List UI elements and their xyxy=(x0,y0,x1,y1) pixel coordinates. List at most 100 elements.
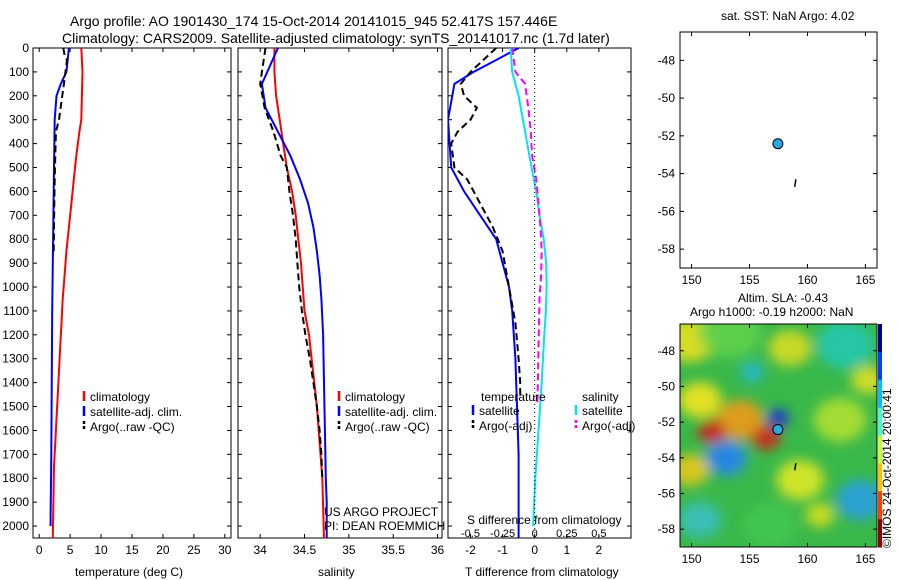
argo-position-marker xyxy=(772,138,784,150)
y-tick-label: -48 xyxy=(658,53,676,67)
x-tick-label: 1 xyxy=(563,543,570,557)
x-tick-label: 155 xyxy=(740,552,760,566)
difference-xlabel-top: S difference from climatology xyxy=(467,513,622,527)
y-tick-label: 1100 xyxy=(3,304,29,318)
plot-frame xyxy=(237,47,443,539)
sla-blob xyxy=(743,503,797,547)
x-tick-label: 25 xyxy=(187,543,201,557)
salinity-tick-label: 0.25 xyxy=(556,528,577,540)
sla-blob xyxy=(680,454,710,486)
sla-blob xyxy=(813,398,867,442)
float-track xyxy=(793,179,797,187)
header-line-1: Argo profile: AO 1901430_174 15-Oct-2014… xyxy=(70,13,557,29)
y-tick-label: 1400 xyxy=(2,376,29,390)
y-tick-label: 1600 xyxy=(2,423,29,437)
colorbar-segment xyxy=(878,351,882,381)
y-tick-label: 1900 xyxy=(2,495,29,509)
x-tick-label: 34 xyxy=(253,543,267,557)
legend-title-temperature: temperature xyxy=(481,390,546,404)
x-tick-label: 35 xyxy=(342,543,356,557)
x-tick-label: 20 xyxy=(156,543,170,557)
y-tick-label: 1700 xyxy=(2,447,29,461)
sla-blob xyxy=(836,480,877,520)
colorbar-segment xyxy=(878,491,882,520)
legend-label: satellite-adj. clim. xyxy=(345,405,437,419)
y-tick-label: -50 xyxy=(658,379,676,393)
colorbar-segment xyxy=(878,379,882,409)
x-tick-label: 35.5 xyxy=(382,543,406,557)
sst-title: sat. SST: NaN Argo: 4.02 xyxy=(721,9,855,23)
x-tick-label: 34.5 xyxy=(293,543,317,557)
sla-blob xyxy=(680,502,722,538)
legend-label: climatology xyxy=(90,390,150,404)
legend-label: climatology xyxy=(345,390,405,404)
sla-blob xyxy=(740,362,764,382)
x-tick-label: 165 xyxy=(855,273,875,287)
x-tick-label: 15 xyxy=(125,543,139,557)
y-tick-label: 1500 xyxy=(2,400,29,414)
pi-annotation: PI: DEAN ROEMMICH xyxy=(324,519,445,533)
y-tick-label: 1000 xyxy=(2,280,29,294)
y-tick-label: 1800 xyxy=(2,471,29,485)
series-line-satellite xyxy=(448,48,520,538)
legend-label: Argo(..raw -QC) xyxy=(345,420,430,434)
salinity-tick-label: 0.5 xyxy=(591,528,606,540)
legend-label: Argo(-adj) xyxy=(479,419,532,433)
y-tick-label: 100 xyxy=(9,65,29,79)
difference-xlabel: T difference from climatology xyxy=(465,565,619,579)
y-tick-label: 1300 xyxy=(2,352,29,366)
sla-blob xyxy=(697,420,727,444)
sst-position-panel: 150 155 160 165 -48 -50 -52 -54 -56 -58 xyxy=(658,31,878,287)
legend-label: Argo(-adj) xyxy=(582,419,635,433)
x-tick-label: 155 xyxy=(740,273,760,287)
plot-frame xyxy=(447,47,632,539)
y-tick-label: 900 xyxy=(9,256,29,270)
series-line-argo-adj- xyxy=(450,48,522,395)
altimetry-title-2: Argo h1000: -0.19 h2000: NaN xyxy=(690,305,853,319)
colorbar-segment xyxy=(878,463,882,492)
x-tick-label: 36 xyxy=(431,543,445,557)
x-tick-label: 30 xyxy=(218,543,232,557)
temperature-panel: 0 5 10 15 20 25 300100200300400500600700800900… xyxy=(2,41,232,557)
sla-blob xyxy=(776,460,824,500)
salinity-panel: 34 34.5 35 35.5 36 climatologysatellite-adj. … xyxy=(237,47,445,557)
x-tick-label: 0 xyxy=(531,543,538,557)
y-tick-label: 400 xyxy=(9,137,29,151)
sla-blob xyxy=(816,324,874,369)
y-tick-label: 700 xyxy=(9,208,29,222)
legend-title-salinity: salinity xyxy=(582,390,619,404)
salinity-tick-label: 0 xyxy=(532,528,538,540)
sla-blob xyxy=(767,409,789,427)
legend-label: Argo(..raw -QC) xyxy=(90,420,175,434)
x-tick-label: 150 xyxy=(682,552,702,566)
sla-blob xyxy=(680,382,722,418)
sla-heatmap xyxy=(680,324,877,547)
y-tick-label: 0 xyxy=(22,41,29,55)
series-group xyxy=(259,48,328,538)
colorbar-segment xyxy=(878,324,882,353)
altimetry-panel: 150 155 160 165 -48 -50 -52 -54 -56 -58 xyxy=(658,323,882,566)
colorbar xyxy=(878,324,882,548)
y-tick-label: 1200 xyxy=(2,328,29,342)
y-tick-label: -56 xyxy=(658,486,676,500)
y-tick-label: -54 xyxy=(658,451,676,465)
series-line-satellite xyxy=(509,48,548,527)
x-tick-label: 160 xyxy=(797,552,817,566)
salinity-tick-label: -0.25 xyxy=(490,528,515,540)
temperature-xlabel: temperature (deg C) xyxy=(75,565,183,579)
legend-label: satellite xyxy=(582,404,623,418)
series-line-climatology xyxy=(51,48,84,538)
y-tick-label: 800 xyxy=(9,232,29,246)
map-frame xyxy=(679,31,878,269)
y-tick-label: 200 xyxy=(9,89,29,103)
x-tick-label: 5 xyxy=(67,543,74,557)
sla-blob xyxy=(716,400,764,440)
y-tick-label: -58 xyxy=(658,522,676,536)
sla-blob xyxy=(698,324,762,358)
sla-blob xyxy=(768,330,812,366)
series-group xyxy=(448,48,548,538)
y-tick-label: -52 xyxy=(658,129,676,143)
colorbar-segment xyxy=(878,407,882,436)
x-tick-label: 165 xyxy=(855,552,875,566)
